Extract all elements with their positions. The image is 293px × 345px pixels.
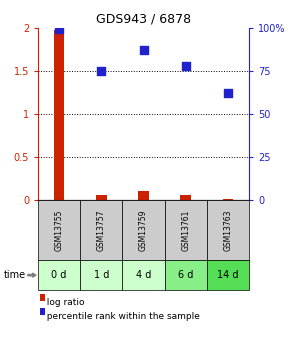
Text: GSM13755: GSM13755	[55, 209, 64, 251]
Point	[226, 90, 230, 96]
Text: GSM13761: GSM13761	[181, 210, 190, 251]
Text: 4 d: 4 d	[136, 270, 151, 280]
Text: percentile rank within the sample: percentile rank within the sample	[41, 312, 200, 321]
Text: 14 d: 14 d	[217, 270, 239, 280]
Bar	[54, 30, 64, 200]
Text: time: time	[4, 270, 26, 280]
Text: GSM13757: GSM13757	[97, 209, 106, 251]
Text: GSM13759: GSM13759	[139, 209, 148, 251]
Text: 1 d: 1 d	[94, 270, 109, 280]
Point	[141, 47, 146, 53]
Bar	[180, 195, 191, 200]
Text: 0 d: 0 d	[52, 270, 67, 280]
Bar	[223, 198, 233, 200]
Title: GDS943 / 6878: GDS943 / 6878	[96, 12, 191, 25]
Text: 6 d: 6 d	[178, 270, 193, 280]
Bar	[138, 191, 149, 200]
Point	[99, 68, 104, 73]
Text: log ratio: log ratio	[41, 298, 84, 307]
Text: GSM13763: GSM13763	[224, 209, 232, 251]
Bar	[96, 195, 107, 200]
Point	[183, 63, 188, 68]
Point	[57, 27, 62, 32]
